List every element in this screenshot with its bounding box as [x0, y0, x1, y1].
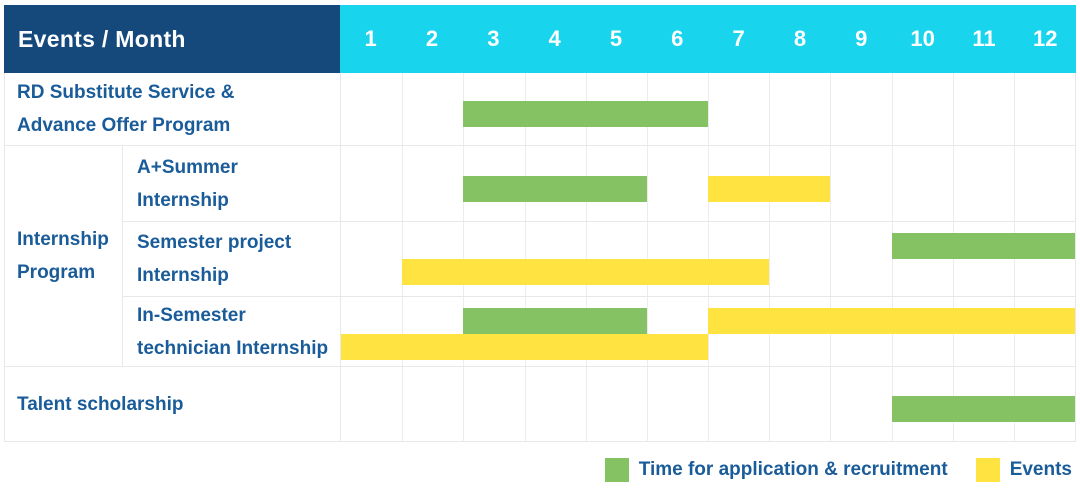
- month-gridline: [769, 73, 771, 145]
- legend-label-application-recruitment: Time for application & recruitment: [638, 459, 948, 480]
- table-row-a-plus-summer: A+Summer Internship: [123, 146, 1075, 221]
- month-header-1: 1: [364, 26, 377, 51]
- month-gridline: [585, 367, 587, 441]
- row-label-a-plus-summer: A+Summer Internship: [137, 156, 238, 211]
- month-header-3: 3: [487, 26, 500, 51]
- table-row-rd-substitute: RD Substitute Service & Advance Offer Pr…: [5, 73, 1075, 145]
- row-label-in-semester: In-Semester technician Internship: [137, 304, 329, 359]
- internship-group-rows: A+Summer Internship Semester project Int…: [123, 146, 1075, 366]
- month-header-6: 6: [671, 26, 684, 51]
- gantt-bar-green: [891, 396, 1075, 422]
- month-gridline: [1013, 146, 1015, 221]
- month-gridline: [463, 367, 465, 441]
- month-gridline: [524, 367, 526, 441]
- table-header-row: Events / Month 1 2 3 4 5 6 7 8 9 10 11 12: [4, 5, 1076, 73]
- gantt-bar-green: [463, 308, 647, 334]
- gantt-body: RD Substitute Service & Advance Offer Pr…: [4, 73, 1076, 442]
- month-gridline: [646, 146, 648, 221]
- month-gridline: [830, 367, 832, 441]
- row-canvas-talent-scholarship: [340, 367, 1075, 441]
- gantt-bar-yellow: [708, 308, 1075, 334]
- legend-swatch-events: [975, 458, 1000, 482]
- row-label-semester-project: Semester project Internship: [137, 232, 292, 286]
- row-label-talent-scholarship: Talent scholarship: [17, 393, 184, 415]
- month-gridline: [402, 297, 404, 366]
- gantt-bar-yellow: [402, 259, 770, 285]
- table-row-semester-project: Semester project Internship: [123, 221, 1075, 296]
- month-header-11: 11: [972, 26, 996, 51]
- month-gridline: [952, 73, 954, 145]
- legend: Time for application & recruitment Event…: [4, 458, 1076, 482]
- month-gridline: [830, 146, 832, 221]
- month-gridline: [708, 367, 709, 441]
- month-gridline: [646, 297, 648, 366]
- gantt-bar-yellow: [708, 175, 831, 202]
- gantt-bar-green: [463, 101, 708, 127]
- month-gridline: [952, 222, 954, 296]
- gantt-bar-green: [463, 175, 647, 202]
- events-month-header: Events / Month: [4, 5, 340, 73]
- month-gridline: [891, 73, 893, 145]
- internship-program-group: Internship Program A+Summer Internship S…: [5, 145, 1075, 367]
- month-header-9: 9: [855, 26, 868, 51]
- month-header-4: 4: [548, 26, 561, 51]
- legend-label-events: Events: [1009, 459, 1072, 480]
- month-gridline: [708, 73, 709, 145]
- month-header-strip: 1 2 3 4 5 6 7 8 9 10 11 12: [340, 5, 1076, 73]
- month-gridline: [891, 146, 893, 221]
- row-label-rd-substitute: RD Substitute Service & Advance Offer Pr…: [17, 82, 235, 136]
- month-gridline: [830, 222, 832, 296]
- month-gridline: [769, 222, 771, 296]
- month-header-2: 2: [425, 26, 439, 51]
- group-label-internship-program: Internship Program: [5, 146, 123, 366]
- month-gridline: [1013, 222, 1015, 296]
- month-gridline: [402, 146, 404, 221]
- month-gridline: [1013, 73, 1015, 145]
- month-gridline: [769, 367, 771, 441]
- row-canvas-a-plus-summer: [340, 146, 1075, 221]
- month-gridline: [952, 146, 954, 221]
- month-header-12: 12: [1033, 26, 1058, 51]
- month-header-7: 7: [732, 26, 745, 51]
- month-header-8: 8: [793, 26, 807, 51]
- month-gridline: [402, 367, 404, 441]
- month-header-10: 10: [910, 26, 935, 51]
- row-canvas-rd-substitute: [340, 73, 1075, 145]
- row-canvas-semester-project: [340, 222, 1075, 296]
- table-row-talent-scholarship: Talent scholarship: [5, 367, 1075, 441]
- month-gridline: [402, 73, 404, 145]
- table-row-in-semester: In-Semester technician Internship: [123, 296, 1075, 366]
- row-canvas-in-semester: [340, 297, 1075, 366]
- month-gridline: [830, 73, 832, 145]
- month-gridline: [891, 222, 893, 296]
- legend-swatch-application-recruitment: [604, 458, 629, 482]
- gantt-bar-green: [891, 233, 1075, 259]
- gantt-bar-yellow: [341, 334, 708, 360]
- month-header-5: 5: [609, 26, 623, 51]
- month-gridline: [646, 367, 648, 441]
